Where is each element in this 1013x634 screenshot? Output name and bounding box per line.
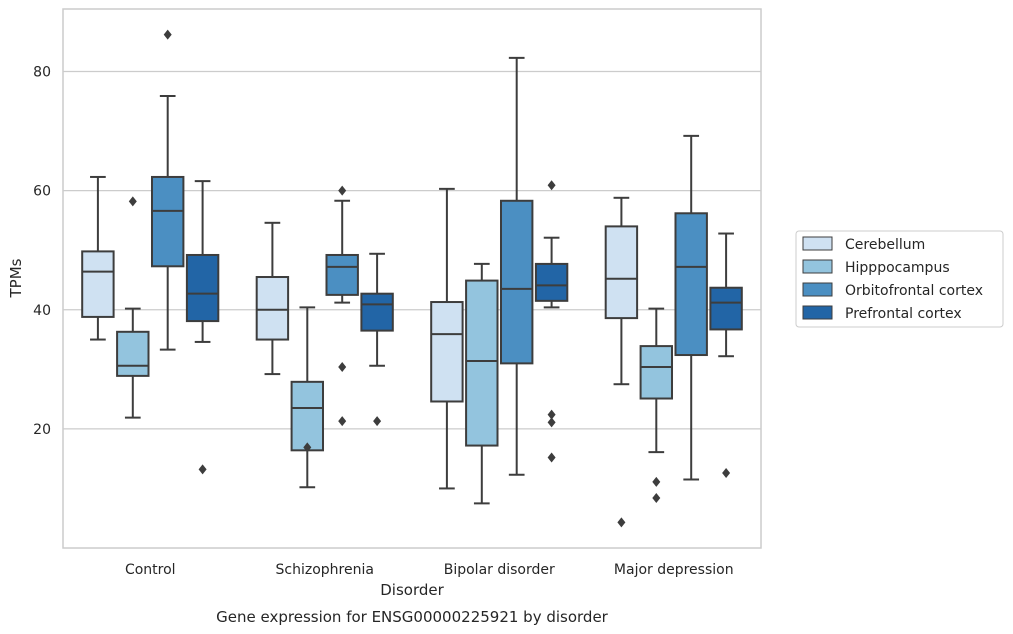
y-axis-label: TPMs bbox=[7, 258, 25, 298]
box-iqr bbox=[499, 199, 534, 365]
outlier-point bbox=[198, 464, 207, 475]
y-tick-label: 20 bbox=[33, 422, 51, 438]
outlier-point bbox=[547, 417, 556, 428]
box-iqr bbox=[116, 330, 150, 377]
box-iqr bbox=[290, 380, 325, 452]
legend-entry-label: Orbitofrontal cortex bbox=[845, 283, 983, 299]
box-hipppocampus bbox=[290, 306, 325, 489]
box-iqr bbox=[430, 301, 464, 403]
box-iqr bbox=[674, 212, 708, 357]
box-iqr bbox=[255, 276, 290, 341]
y-tick-label: 80 bbox=[33, 65, 51, 81]
box-orbitofrontal-cortex bbox=[150, 29, 185, 351]
box-iqr bbox=[81, 250, 115, 318]
outlier-point bbox=[547, 409, 556, 420]
outlier-point bbox=[338, 361, 347, 372]
x-tick-label: Schizophrenia bbox=[276, 562, 374, 578]
x-tick-label: Control bbox=[125, 562, 176, 578]
box-iqr bbox=[604, 225, 639, 320]
box-hipppocampus bbox=[639, 307, 674, 503]
y-tick-label: 60 bbox=[33, 184, 51, 200]
legend-swatch bbox=[802, 305, 833, 320]
x-tick-label: Bipolar disorder bbox=[444, 562, 555, 578]
outlier-point bbox=[547, 452, 556, 463]
box-iqr bbox=[709, 286, 743, 331]
box-prefrontal-cortex bbox=[360, 252, 394, 427]
box-prefrontal-cortex bbox=[534, 180, 569, 463]
legend-entry-label: Hipppocampus bbox=[845, 260, 950, 276]
box-iqr bbox=[639, 345, 674, 400]
box-cerebellum bbox=[255, 221, 290, 376]
box-hipppocampus bbox=[465, 262, 499, 505]
box-cerebellum bbox=[604, 196, 639, 528]
legend-swatch bbox=[802, 282, 833, 297]
legend-entry-label: Prefrontal cortex bbox=[845, 306, 962, 322]
y-tick-label: 40 bbox=[33, 303, 51, 319]
box-iqr bbox=[325, 253, 359, 296]
box-prefrontal-cortex bbox=[185, 180, 220, 475]
outlier-point bbox=[338, 185, 347, 196]
boxes-layer bbox=[81, 29, 743, 528]
outlier-point bbox=[338, 416, 347, 427]
legend-entry-label: Cerebellum bbox=[845, 237, 925, 253]
outlier-point bbox=[722, 467, 731, 478]
legend-swatch bbox=[802, 236, 833, 251]
outlier-point bbox=[373, 416, 382, 427]
outlier-point bbox=[303, 442, 312, 453]
legend-frame bbox=[795, 230, 1004, 328]
box-orbitofrontal-cortex bbox=[499, 56, 534, 476]
outlier-point bbox=[163, 29, 172, 40]
box-hipppocampus bbox=[116, 196, 150, 419]
figure-caption: Gene expression for ENSG00000225921 by d… bbox=[216, 608, 609, 626]
box-iqr bbox=[150, 175, 185, 268]
outlier-point bbox=[547, 180, 556, 191]
y-axis-ticks: 20 40 60 80 bbox=[33, 65, 51, 438]
box-orbitofrontal-cortex bbox=[674, 134, 708, 481]
box-orbitofrontal-cortex bbox=[325, 185, 359, 427]
box-iqr bbox=[465, 279, 499, 447]
legend-swatch bbox=[802, 259, 833, 274]
box-iqr bbox=[360, 292, 394, 332]
box-iqr bbox=[534, 262, 569, 302]
box-iqr bbox=[185, 253, 220, 323]
x-axis-label: Disorder bbox=[380, 581, 444, 599]
outlier-point bbox=[652, 492, 661, 503]
plot-area bbox=[62, 8, 762, 549]
x-axis-ticks: Control Schizophrenia Bipolar disorder Majo… bbox=[125, 562, 734, 578]
legend: Cerebellum Hipppocampus Orbitofrontal cort… bbox=[795, 230, 1004, 328]
outlier-point bbox=[652, 476, 661, 487]
box-cerebellum bbox=[430, 187, 464, 490]
outlier-point bbox=[617, 517, 626, 528]
outlier-point bbox=[128, 196, 137, 207]
box-prefrontal-cortex bbox=[709, 232, 743, 478]
x-tick-label: Major depression bbox=[614, 562, 734, 578]
box-cerebellum bbox=[81, 175, 115, 341]
